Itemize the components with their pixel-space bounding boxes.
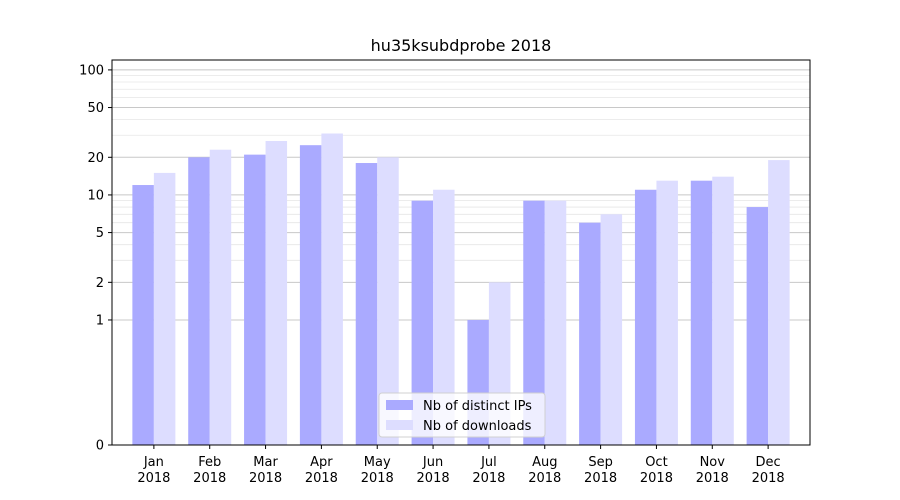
x-tick-label: Nov (700, 455, 726, 470)
y-tick-label: 2 (96, 276, 104, 291)
legend: Nb of distinct IPs Nb of downloads (378, 392, 546, 438)
x-tick-label: 2018 (361, 471, 394, 486)
x-tick-label: Jan (143, 455, 164, 470)
x-tick-label: 2018 (193, 471, 226, 486)
bar (433, 189, 455, 445)
bar (132, 185, 154, 445)
x-tick-label: May (364, 455, 391, 470)
legend-swatch (386, 400, 413, 410)
legend-box (378, 392, 546, 438)
y-tick-label: 5 (96, 226, 104, 241)
y-tick-label: 50 (87, 101, 104, 116)
x-tick-label: 2018 (640, 471, 673, 486)
legend-label: Nb of distinct IPs (423, 399, 532, 414)
bar (153, 172, 176, 445)
bar (712, 176, 734, 445)
x-tick-label: 2018 (249, 471, 282, 486)
bar (656, 180, 678, 445)
x-tick-label: 2018 (137, 471, 170, 486)
y-tick-label: 20 (87, 151, 104, 166)
x-tick-label: 2018 (305, 471, 338, 486)
x-tick-label: 2018 (584, 471, 617, 486)
bar (544, 200, 567, 445)
x-tick-label: 2018 (752, 471, 785, 486)
y-tick-label: 1 (96, 313, 104, 328)
x-tick-label: 2018 (528, 471, 561, 486)
axes: 0125102050100Jan2018Feb2018Mar2018Apr201… (79, 59, 811, 486)
chart-title: hu35ksubdprobe 2018 (371, 36, 552, 55)
bar (600, 214, 623, 445)
bar (265, 140, 288, 445)
x-tick-label: Mar (253, 455, 278, 470)
bar (579, 222, 601, 445)
bar (355, 163, 378, 445)
bar (746, 207, 769, 445)
bar (244, 154, 266, 446)
bar (768, 160, 790, 445)
legend-swatch (386, 420, 413, 430)
bar (188, 157, 210, 445)
x-tick-label: 2018 (417, 471, 450, 486)
x-tick-label: 2018 (696, 471, 729, 486)
x-tick-label: Jun (422, 455, 443, 470)
bar (523, 200, 545, 445)
legend-label: Nb of downloads (423, 419, 532, 434)
plot-frame (111, 59, 811, 446)
x-tick-label: 2018 (472, 471, 505, 486)
bar (321, 133, 343, 445)
bar (690, 180, 713, 445)
bar (634, 189, 657, 445)
x-tick-label: Jul (480, 455, 497, 470)
bar (411, 200, 434, 445)
bar (209, 149, 232, 446)
x-tick-label: Apr (310, 455, 333, 470)
x-tick-label: Aug (532, 455, 557, 470)
x-tick-label: Oct (645, 455, 667, 470)
bars (132, 133, 790, 446)
x-tick-label: Feb (198, 455, 221, 470)
bar (377, 157, 399, 445)
y-tick-label: 0 (96, 439, 104, 454)
x-tick-label: Sep (588, 455, 613, 470)
y-tick-label: 10 (87, 188, 104, 203)
bar (299, 145, 322, 445)
x-tick-label: Dec (756, 455, 781, 470)
y-tick-label: 100 (79, 63, 104, 78)
